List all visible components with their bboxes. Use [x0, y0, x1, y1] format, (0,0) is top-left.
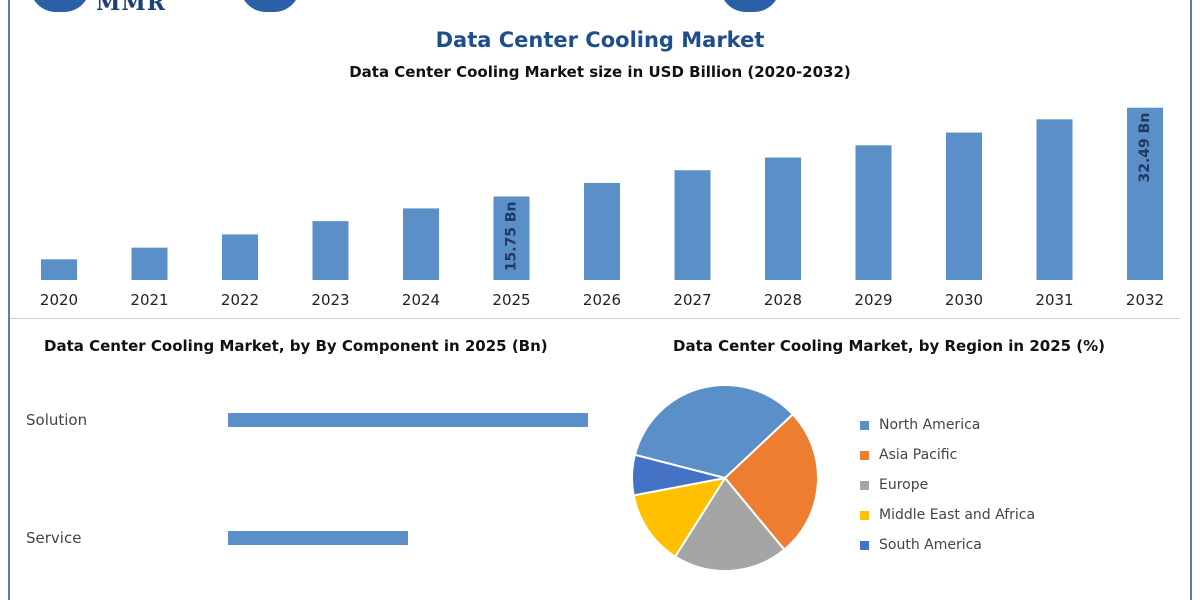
legend-swatch: [860, 510, 869, 520]
bar-2025: [493, 196, 530, 280]
logo-swoosh-icon: [240, 0, 300, 12]
x-tick-label: 2025: [492, 291, 530, 309]
bar-2032: [1127, 107, 1163, 280]
legend-label: Middle East and Africa: [879, 507, 1036, 523]
bar-2020: [41, 259, 77, 280]
x-tick-label: 2022: [221, 291, 259, 309]
pie-slice-south-america: [631, 453, 726, 497]
pie-slice-asia-pacific: [723, 412, 819, 552]
pie-slice-north-america: [633, 384, 795, 480]
x-tick-label: 2023: [311, 291, 349, 309]
logo-strip: MMR: [0, 0, 1200, 16]
bar-2030: [946, 132, 982, 280]
legend-label: Europe: [879, 477, 929, 493]
x-tick-label: 2021: [130, 291, 168, 309]
legend-swatch: [860, 420, 869, 430]
bar-2021: [131, 247, 168, 280]
x-tick-label: 2029: [854, 291, 892, 309]
legend-swatch: [860, 480, 869, 490]
legend-label: South America: [879, 537, 982, 553]
region-chart-title: Data Center Cooling Market, by Region in…: [673, 337, 1106, 355]
bar-2027: [674, 170, 711, 280]
logo-text: MMR: [96, 0, 166, 16]
bar-2028: [765, 157, 801, 280]
section-divider: [10, 318, 1180, 319]
legend-item: North America: [860, 410, 1035, 440]
x-tick-label: 2026: [583, 291, 621, 309]
hbar-service: [228, 531, 408, 545]
legend-swatch: [860, 540, 869, 550]
legend-label: Asia Pacific: [879, 447, 958, 463]
x-tick-label: 2030: [945, 291, 983, 309]
hbar-solution: [228, 413, 588, 427]
x-tick-label: 2027: [673, 291, 711, 309]
market-size-bar-chart: 2020 2021 2022 2023 2024 2025 15.75 Bn 2026 2027…: [40, 107, 1164, 309]
bar-2023: [312, 221, 349, 280]
component-bar-chart: Solution Service: [26, 411, 588, 547]
pie-slice-europe: [673, 476, 786, 572]
bar-2022: [222, 234, 258, 280]
bar-2026: [584, 182, 620, 280]
logo-swoosh-icon: [720, 0, 780, 12]
x-tick-label: 2020: [40, 291, 78, 309]
component-chart-title: Data Center Cooling Market, by By Compon…: [44, 337, 548, 355]
legend-item: Asia Pacific: [860, 440, 1035, 470]
region-pie-chart: [631, 384, 819, 572]
x-tick-label: 2024: [402, 291, 440, 309]
chart-frame: [8, 0, 1192, 600]
region-legend: North America Asia Pacific Europe Middle Ea…: [860, 410, 1035, 560]
legend-label: North America: [879, 417, 981, 433]
x-tick-label: 2028: [764, 291, 802, 309]
x-tick-label: 2031: [1035, 291, 1073, 309]
legend-item: South America: [860, 530, 1035, 560]
data-label: 32.49 Bn: [1137, 113, 1153, 183]
chart-subtitle: Data Center Cooling Market size in USD B…: [349, 63, 851, 81]
category-label: Service: [26, 529, 81, 547]
bar-2024: [403, 208, 439, 280]
legend-swatch: [860, 450, 869, 460]
pie-slice-middle-east-and-africa: [632, 476, 728, 558]
data-label: 15.75 Bn: [504, 201, 520, 271]
bar-2029: [855, 145, 892, 280]
logo-swoosh-icon: [30, 0, 90, 12]
legend-item: Europe: [860, 470, 1035, 500]
category-label: Solution: [26, 411, 87, 429]
legend-item: Middle East and Africa: [860, 500, 1035, 530]
x-tick-label: 2032: [1126, 291, 1164, 309]
chart-title: Data Center Cooling Market: [435, 28, 765, 52]
bar-2031: [1036, 119, 1073, 281]
